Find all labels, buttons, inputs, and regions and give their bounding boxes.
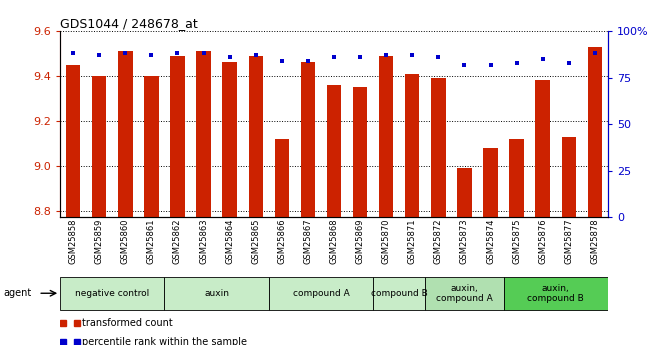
Point <box>589 51 600 56</box>
Bar <box>536 80 550 217</box>
Bar <box>562 137 576 217</box>
Point <box>146 52 157 58</box>
Text: compound B: compound B <box>371 289 428 298</box>
Bar <box>275 139 289 217</box>
Text: compound A: compound A <box>293 289 349 298</box>
Bar <box>301 62 315 217</box>
Text: auxin,
compound A: auxin, compound A <box>436 284 493 303</box>
Bar <box>588 47 602 217</box>
Bar <box>170 56 184 217</box>
Bar <box>269 277 373 310</box>
Text: auxin,
compound B: auxin, compound B <box>527 284 584 303</box>
Text: negative control: negative control <box>75 289 150 298</box>
Point <box>303 58 313 63</box>
Bar <box>484 148 498 217</box>
Point <box>198 51 209 56</box>
Bar <box>510 139 524 217</box>
Point <box>563 60 574 66</box>
Bar <box>353 87 367 217</box>
Text: percentile rank within the sample: percentile rank within the sample <box>82 337 247 345</box>
Point <box>407 52 418 58</box>
Point <box>485 62 496 67</box>
Point <box>172 51 183 56</box>
Text: agent: agent <box>3 288 31 298</box>
Text: GDS1044 / 248678_at: GDS1044 / 248678_at <box>60 17 198 30</box>
Bar <box>92 76 106 217</box>
Bar <box>248 56 263 217</box>
Text: transformed count: transformed count <box>82 318 173 327</box>
Point <box>94 52 105 58</box>
Point <box>511 60 522 66</box>
Bar <box>118 51 132 217</box>
Bar <box>144 76 158 217</box>
Bar <box>426 277 504 310</box>
Bar <box>457 168 472 217</box>
Bar <box>405 74 420 217</box>
Point <box>537 56 548 62</box>
Point <box>250 52 261 58</box>
Text: auxin: auxin <box>204 289 229 298</box>
Bar <box>60 277 164 310</box>
Bar <box>373 277 426 310</box>
Point <box>68 51 79 56</box>
Bar <box>222 62 237 217</box>
Bar <box>431 78 446 217</box>
Point <box>224 55 235 60</box>
Point <box>277 58 287 63</box>
Point <box>433 55 444 60</box>
Point <box>329 55 339 60</box>
Bar <box>196 51 211 217</box>
Bar <box>164 277 269 310</box>
Point <box>459 62 470 67</box>
Point <box>355 55 365 60</box>
Bar <box>379 56 393 217</box>
Bar <box>66 65 80 217</box>
Bar <box>327 85 341 217</box>
Point <box>120 51 131 56</box>
Point <box>381 52 391 58</box>
Bar <box>504 277 608 310</box>
